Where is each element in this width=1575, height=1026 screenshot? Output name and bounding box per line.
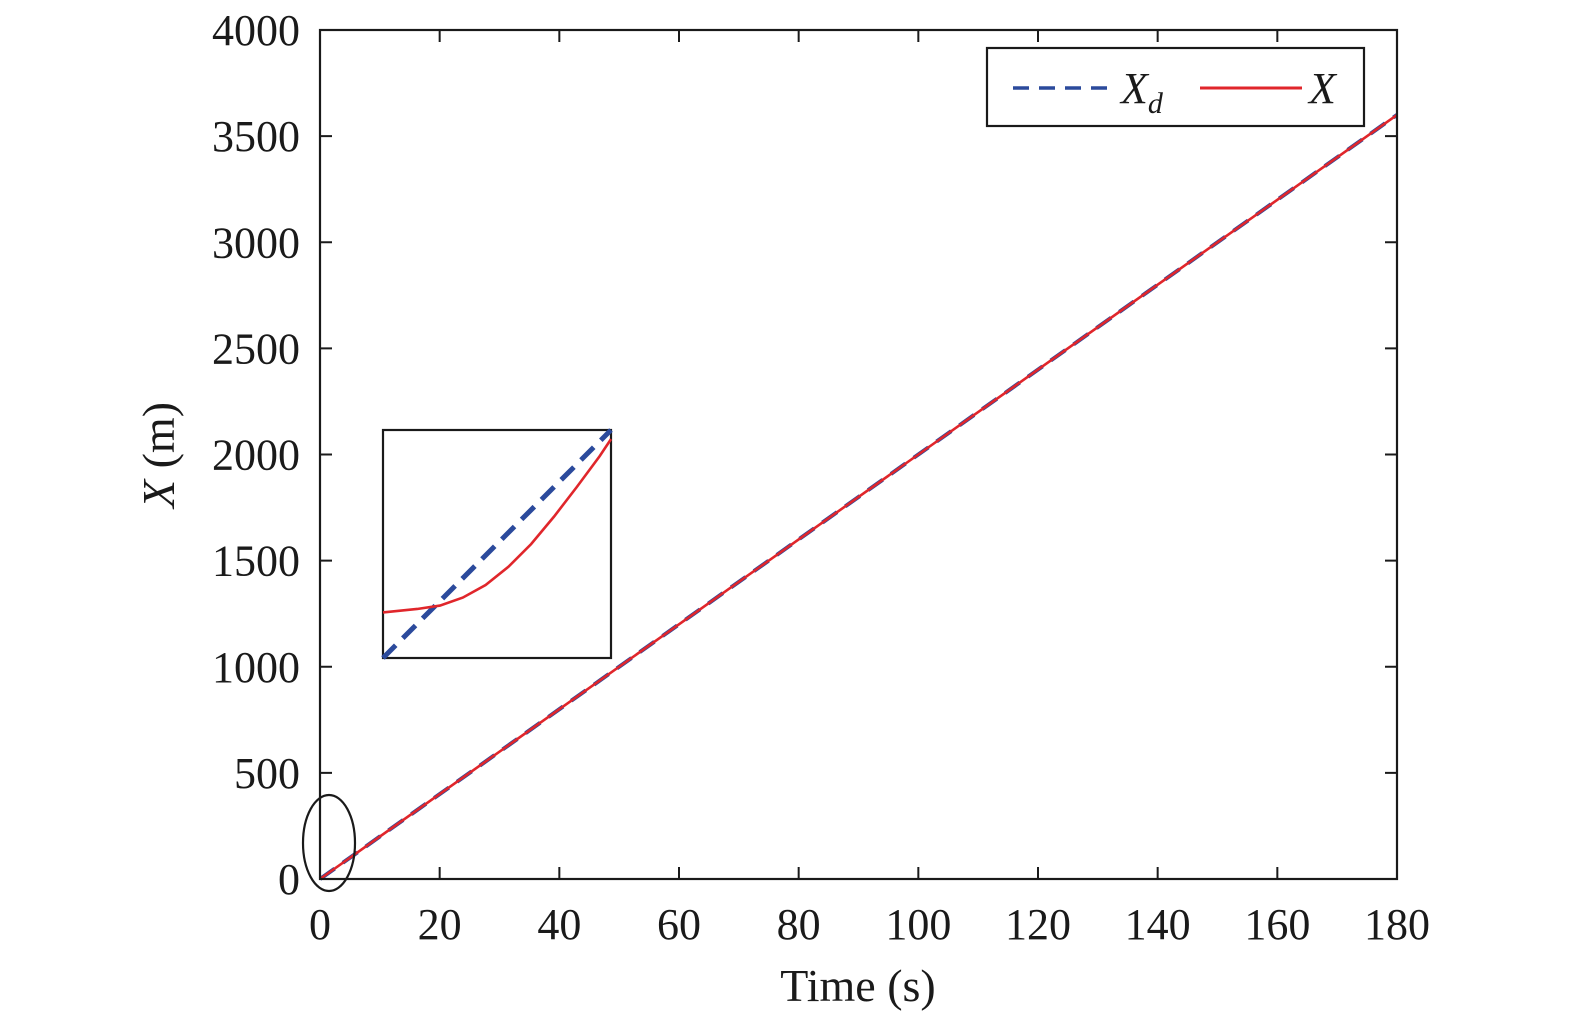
y-tick-label: 2500: [212, 324, 300, 373]
series-line-actual: [319, 113, 1398, 881]
legend-label-actual: X: [1307, 64, 1338, 113]
y-tick-label: 4000: [212, 6, 300, 55]
y-axis-title-unit: (m): [133, 402, 184, 480]
y-tick-label: 500: [234, 749, 300, 798]
legend-label-desired-main: X: [1119, 64, 1150, 113]
plot-frame: [318, 28, 1399, 881]
x-tick-label: 40: [537, 900, 581, 949]
legend-label-desired-sub: d: [1148, 87, 1164, 120]
x-tick-label: 20: [418, 900, 462, 949]
x-tick-label: 0: [309, 900, 331, 949]
inset-frame: [381, 428, 613, 660]
y-tick-label: 1000: [212, 643, 300, 692]
inset-series-actual: [382, 438, 613, 614]
x-axis-title: Time (s): [780, 960, 936, 1011]
y-axis-title-var: X: [133, 478, 184, 510]
legend-label-desired: Xd: [1119, 64, 1164, 120]
x-tick-label: 140: [1125, 900, 1191, 949]
inset-zoom: [381, 428, 613, 660]
x-tick-label: 60: [657, 900, 701, 949]
y-tick-label: 0: [278, 855, 300, 904]
y-axis-ticks: 0 500 1000 1500 2000 2500 3000 3500 4000: [212, 6, 1397, 904]
y-tick-label: 2000: [212, 431, 300, 480]
x-axis-ticks: 0 20 40 60 80 100 120 140 160 180: [309, 30, 1430, 949]
x-tick-label: 80: [777, 900, 821, 949]
inset-lines: [381, 428, 613, 660]
inset-series-desired: [381, 428, 613, 660]
y-axis-title: X (m): [133, 402, 184, 510]
x-tick-label: 160: [1244, 900, 1310, 949]
legend: Xd X: [985, 46, 1366, 128]
y-tick-label: 3500: [212, 112, 300, 161]
x-tick-label: 120: [1005, 900, 1071, 949]
series-layer: [318, 113, 1399, 881]
y-tick-label: 1500: [212, 537, 300, 586]
y-tick-label: 3000: [212, 218, 300, 267]
zoom-region-ellipse: [301, 793, 357, 893]
x-tick-label: 180: [1364, 900, 1430, 949]
x-tick-label: 100: [885, 900, 951, 949]
